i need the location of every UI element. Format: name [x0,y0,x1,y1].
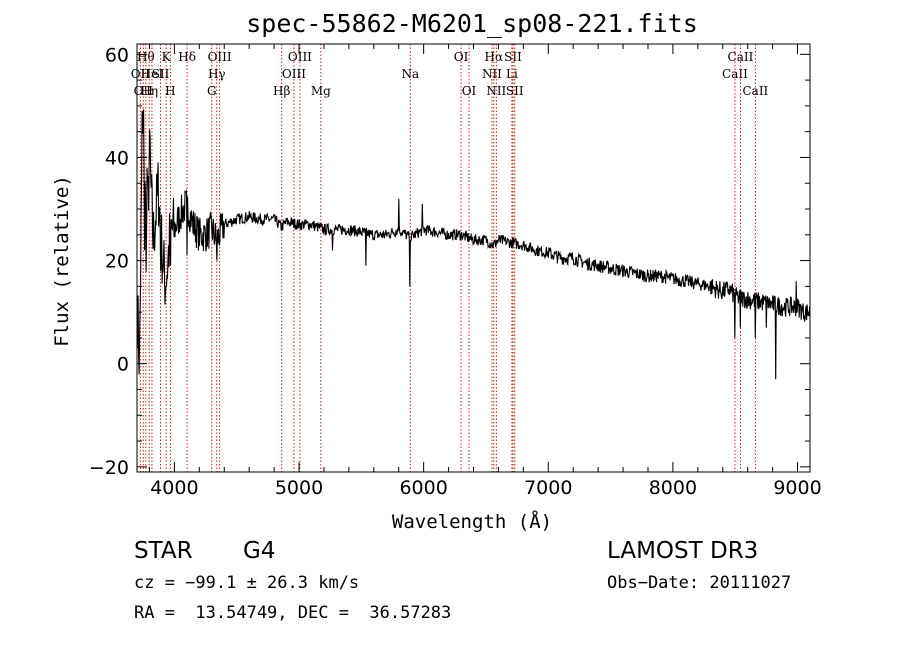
plot-frame [136,43,811,473]
y-tick-label: 60 [105,44,129,66]
line-marker-label-20: Hα [485,50,504,64]
line-marker-label-8: Hδ [178,50,196,64]
line-marker-label-23: SII [504,50,522,64]
line-marker-label-0: OII [131,67,151,81]
line-marker-label-24: SII [506,84,524,98]
line-marker-label-1: OII [134,84,154,98]
line-marker-label-9: G [207,84,217,98]
line-marker-label-14: OIII [288,50,312,64]
line-marker-label-16: Na [401,67,419,81]
line-marker-label-27: CaII [742,84,768,98]
observation-date: Obs−Date: 20111027 [607,573,792,593]
line-marker-label-18: OI [462,84,477,98]
line-marker-label-21: NII [486,84,506,98]
y-tick-label: −20 [89,457,129,479]
line-marker-label-25: CaII [722,67,748,81]
survey-name: LAMOST DR3 [607,538,759,564]
line-markers: OIIOIIHθHηHeISIIKHHδGHγOIIIHβOIIIOIIIMgN… [131,44,769,472]
line-marker-label-19: NII [482,67,502,81]
line-marker-label-11: OIII [208,50,232,64]
redshift-cz: cz = −99.1 ± 26.3 km/s [134,573,360,593]
x-tick-label: 9000 [773,477,821,499]
y-tick-label: 40 [105,147,129,169]
line-marker-label-13: OIII [282,67,306,81]
line-marker-label-4: HeI [141,67,164,81]
axes: 4000 5000 6000 7000 8000 9000 −20 0 20 40 60 [89,43,822,499]
spectrum-line [137,109,811,380]
x-tick-label: 6000 [399,477,447,499]
x-tick-label: 5000 [275,477,323,499]
object-subclass: G4 [243,538,276,564]
x-tick-label: 4000 [150,477,198,499]
ra-dec: RA = 13.54749, DEC = 36.57283 [134,603,452,623]
x-axis-label: Wavelength (Å) [392,510,552,533]
line-marker-label-6: K [162,50,172,64]
spectrum-layer [137,109,811,380]
line-marker-label-12: Hβ [273,84,290,98]
line-marker-label-10: Hγ [208,67,226,81]
y-axis-label: Flux (relative) [51,175,73,347]
x-tick-label: 7000 [524,477,572,499]
line-marker-label-7: H [165,84,175,98]
line-marker-label-26: CaII [728,50,754,64]
x-tick-label: 8000 [649,477,697,499]
chart-title: spec-55862-M6201_sp08-221.fits [246,9,698,38]
y-tick-label: 20 [105,251,129,273]
line-marker-label-22: Li [506,67,518,81]
line-marker-label-5: SII [152,67,170,81]
line-marker-label-15: Mg [311,84,331,98]
object-class: STAR [134,538,193,564]
line-marker-label-2: Hθ [137,50,155,64]
line-marker-label-3: Hη [140,84,158,98]
y-tick-label: 0 [117,354,129,376]
line-marker-label-17: OI [454,50,469,64]
